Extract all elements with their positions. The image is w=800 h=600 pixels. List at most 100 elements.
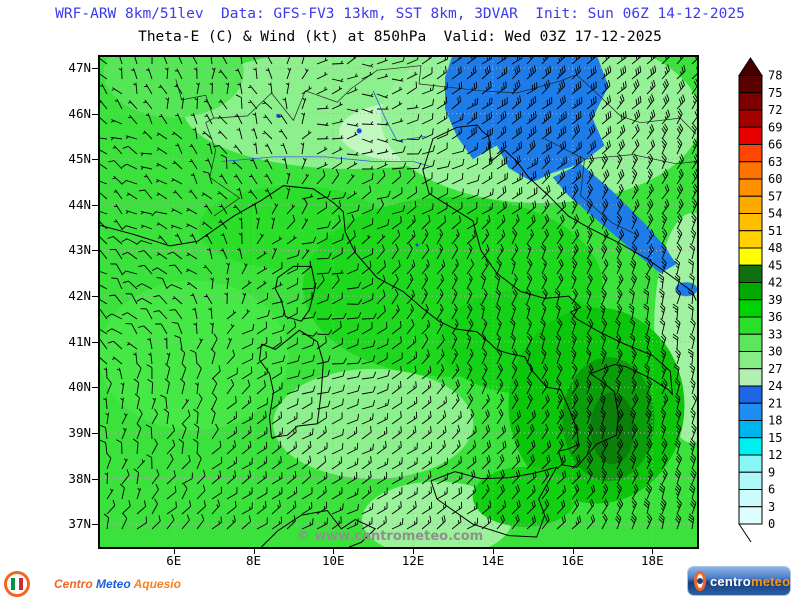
river-line (372, 90, 426, 142)
colorbar-segment (738, 144, 763, 163)
logo-word-centro: Centro (54, 577, 97, 591)
lat-tickmark (92, 67, 98, 69)
lat-tick-label: 41N (68, 333, 91, 349)
river-line (221, 156, 430, 167)
colorbar-tick-label: 30 (768, 345, 782, 359)
colorbar-tick-label: 39 (768, 293, 782, 307)
colorbar-tick-label: 6 (768, 483, 775, 497)
colorbar-tick-label: 36 (768, 310, 782, 324)
colorbar-tick-label: 57 (768, 189, 782, 203)
country-border (544, 138, 697, 165)
lon-tick-label: 12E (401, 553, 425, 568)
cold-theta-e-patch (552, 163, 677, 274)
colorbar-segment (738, 161, 763, 180)
theta-e-shade-blob (273, 368, 474, 479)
colorbar-tick-label: 63 (768, 155, 782, 169)
lon-tick-label: 16E (561, 553, 584, 568)
colorbar-tick-label: 60 (768, 172, 782, 186)
colorbar-segment (738, 454, 763, 473)
colorbar-tick-label: 72 (768, 103, 782, 117)
lon-tick-label: 10E (321, 553, 345, 568)
coastline (430, 466, 558, 538)
logo-right-meteo: meteo (750, 573, 791, 589)
theta-e-shade-blob (103, 57, 244, 118)
colorbar-tick-label: 18 (768, 414, 782, 428)
centro-meteo-aquesio-logo[interactable]: Centro Meteo Aquesio (4, 571, 181, 597)
colorbar-segment (738, 506, 763, 525)
colorbar-tick-label: 75 (768, 86, 782, 100)
lake (356, 128, 362, 134)
colorbar-tick-label: 12 (768, 448, 782, 462)
theta-e-shade-blob (100, 280, 289, 431)
colorbar-tick-label: 33 (768, 327, 782, 341)
logo-right-centro: centro (710, 573, 751, 589)
lat-tickmark (92, 524, 98, 526)
lon-tick-label: 14E (481, 553, 505, 568)
colorbar-segment (738, 75, 763, 94)
colorbar-segment (738, 264, 763, 283)
lon-tick-label: 8E (246, 553, 262, 568)
colorbar-segment (738, 247, 763, 266)
country-border (580, 159, 637, 235)
lon-tickmark (652, 549, 654, 554)
colorbar-segment (738, 351, 763, 370)
lon-tickmark (492, 549, 494, 554)
logo-word-meteo: Meteo (96, 577, 134, 591)
lat-tick-label: 43N (68, 242, 91, 258)
colorbar-over-arrow (738, 57, 763, 76)
lake (415, 243, 419, 247)
colorbar-tick-label: 51 (768, 224, 782, 238)
colorbar-segment (738, 385, 763, 404)
colorbar: 78 75 72 69 66 63 60 57 54 51 48 45 42 39 36 33 30 27 24 21… (734, 56, 798, 558)
country-border (175, 79, 241, 217)
lat-tickmark (92, 250, 98, 252)
lon-tickmark (413, 549, 415, 554)
colorbar-segment (738, 402, 763, 421)
field-valid-title: Theta-E (C) & Wind (kt) at 850hPa Valid:… (138, 29, 662, 45)
centrometeo-swirl-icon (694, 571, 706, 591)
logo-word-aquesio: Aquesio (133, 577, 181, 591)
colorbar-segment (738, 109, 763, 128)
lon-tick-label: 6E (166, 553, 182, 568)
colorbar-tick-label: 27 (768, 362, 782, 376)
colorbar-tick-label: 42 (768, 276, 782, 290)
lat-tick-label: 44N (68, 196, 91, 212)
centrometeo-logo[interactable]: centrometeo (687, 566, 791, 596)
aquesio-flag-icon (4, 571, 30, 597)
colorbar-segment (738, 299, 763, 318)
colorbar-segment (738, 126, 763, 145)
lat-tickmark (92, 478, 98, 480)
lat-tick-label: 46N (68, 105, 91, 121)
theta-e-wind-map: © www.centrometeo.com (100, 57, 697, 547)
theta-e-shade-blob (590, 392, 635, 465)
colorbar-scale: 7875726966636057545148454239363330272421… (738, 57, 782, 543)
colorbar-segment (738, 230, 763, 249)
colorbar-tick-label: 54 (768, 207, 782, 221)
lat-tickmark (92, 159, 98, 161)
colorbar-tick-label: 21 (768, 396, 782, 410)
colorbar-segment (738, 282, 763, 301)
map-canvas: © www.centrometeo.com (98, 55, 699, 549)
colorbar-tick-label: 66 (768, 138, 782, 152)
lat-tickmark (92, 432, 98, 434)
lat-tick-label: 47N (68, 59, 91, 75)
colorbar-segment (738, 178, 763, 197)
lon-tickmark (253, 549, 255, 554)
colorbar-segment (738, 213, 763, 232)
lat-tick-label: 38N (68, 470, 91, 486)
lat-tick-label: 37N (68, 516, 91, 532)
colorbar-tick-label: 45 (768, 258, 782, 272)
colorbar-segment (738, 368, 763, 387)
colorbar-segment (738, 420, 763, 439)
country-border (213, 65, 697, 135)
lon-tickmark (173, 549, 175, 554)
colorbar-tick-label: 0 (768, 517, 775, 531)
colorbar-under-arrow (738, 523, 752, 543)
coastline (274, 265, 316, 322)
coastline (258, 329, 324, 439)
colorbar-segment (738, 437, 763, 456)
coastline (100, 124, 697, 468)
lat-tickmark (92, 296, 98, 298)
lon-tickmark (572, 549, 574, 554)
